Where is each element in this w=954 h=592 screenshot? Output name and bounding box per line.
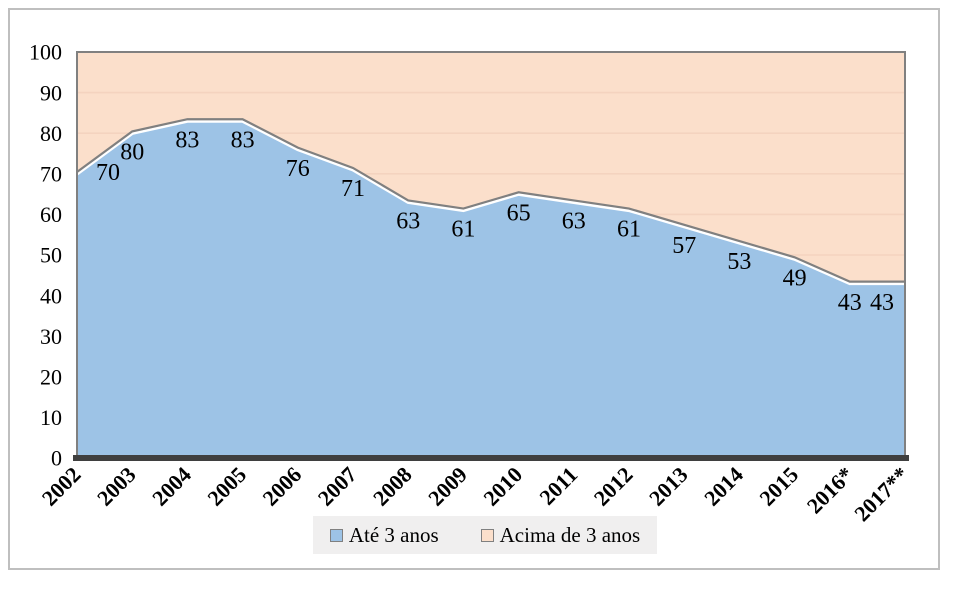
data-label: 63 [396,209,420,235]
data-label: 53 [727,249,751,275]
data-label: 63 [562,209,586,235]
data-label: 49 [783,265,807,291]
data-label: 43 [870,290,894,316]
y-tick-label: 20 [40,365,62,390]
x-tick-label: 2010 [478,462,527,511]
x-tick-label: 2006 [258,462,307,511]
boundary-line [76,118,905,283]
data-label: 43 [838,290,862,316]
y-tick-label: 40 [40,283,62,308]
x-tick-label: 2008 [368,462,417,511]
area-ate-3-anos [77,121,905,459]
data-label: 61 [617,217,641,243]
y-tick-label: 70 [40,162,62,187]
legend-label: Acima de 3 anos [499,522,641,547]
data-label: 80 [120,140,144,166]
data-label: 76 [286,156,310,182]
x-tick-label: 2005 [202,462,251,511]
y-tick-label: 0 [51,446,62,471]
x-tick-label: 2015 [754,462,803,511]
legend-swatch-blue [329,528,343,542]
data-label: 83 [231,127,255,153]
y-tick-label: 10 [40,405,62,430]
x-tick-label: 2003 [92,462,141,511]
data-label: 71 [341,176,365,202]
y-tick-label: 50 [40,243,62,268]
legend-item-ate-3-anos: Até 3 anos [329,522,439,547]
y-tick-label: 80 [40,121,62,146]
x-tick-label: 2013 [644,462,693,511]
x-tick-label: 2011 [534,462,582,510]
x-tick-label: 2017** [849,462,913,526]
y-tick-label: 100 [29,40,62,65]
data-label: 61 [451,217,475,243]
x-tick-label: 2012 [589,462,638,511]
x-tick-label: 2007 [313,462,362,511]
data-label: 70 [96,160,120,186]
x-tick-label: 2014 [699,462,748,511]
x-tick-label: 2002 [37,462,86,511]
data-label: 83 [175,127,199,153]
y-tick-label: 30 [40,324,62,349]
data-label: 57 [672,233,696,259]
data-label: 65 [507,201,531,227]
x-tick-label: 2009 [423,462,472,511]
legend-item-acima-de-3-anos: Acima de 3 anos [480,522,641,547]
x-tick-label: 2004 [147,462,196,511]
chart-legend: Até 3 anos Acima de 3 anos [313,516,657,554]
y-tick-label: 60 [40,202,62,227]
y-tick-label: 90 [40,80,62,105]
legend-swatch-peach [480,528,494,542]
legend-label: Até 3 anos [348,522,439,547]
boundary-edge [75,119,905,286]
